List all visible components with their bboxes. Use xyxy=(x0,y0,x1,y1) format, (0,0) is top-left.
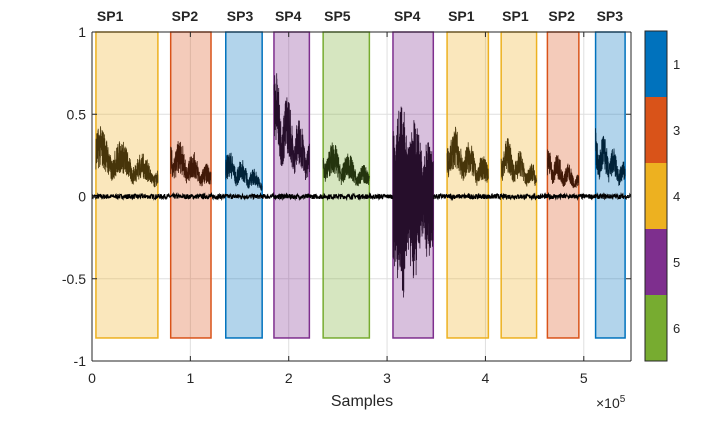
segment-label: SP2 xyxy=(172,8,199,24)
colorbar-band xyxy=(645,229,667,295)
y-tick-label: 0.5 xyxy=(67,106,87,122)
segment-label: SP3 xyxy=(597,8,624,24)
waveform-segment xyxy=(500,138,537,187)
waveform-segment xyxy=(446,126,489,186)
x-tick-label: 0 xyxy=(88,370,96,386)
waveform-baseline xyxy=(91,191,632,202)
x-axis-label: Samples xyxy=(331,393,393,410)
segment-box xyxy=(169,31,212,339)
waveform xyxy=(91,73,632,298)
colorbar-label: 3 xyxy=(673,123,680,138)
segment-label: SP1 xyxy=(502,8,529,24)
y-tick-label: 0 xyxy=(78,189,86,205)
axes xyxy=(91,31,632,362)
waveform-segment xyxy=(95,126,159,188)
colorbar-band xyxy=(645,295,667,361)
waveform-segment xyxy=(595,128,626,187)
segment-box xyxy=(225,31,263,339)
segment-label: SP4 xyxy=(394,8,421,24)
segment-label: SP1 xyxy=(448,8,475,24)
x-tick-label: 4 xyxy=(482,370,490,386)
colorbar-border xyxy=(644,30,668,362)
colorbar-band xyxy=(645,31,667,97)
segment-box xyxy=(594,31,626,339)
x-tick-label: 5 xyxy=(580,370,588,386)
colorbar-label: 6 xyxy=(673,321,680,336)
waveform-segment xyxy=(273,73,310,181)
y-tick-label: -0.5 xyxy=(62,271,86,287)
segment-label: SP5 xyxy=(324,8,351,24)
segment-box xyxy=(500,31,538,339)
waveform-segment xyxy=(170,141,212,187)
segment-label: SP3 xyxy=(227,8,254,24)
segment-label: SP4 xyxy=(275,8,302,24)
x-tick-label: 2 xyxy=(285,370,293,386)
segment-box xyxy=(95,31,159,339)
segment-box xyxy=(446,31,490,339)
x-tick-labels: 0 1 2 3 4 5 xyxy=(88,370,588,386)
y-tick-labels: 1 0.5 0 -0.5 -1 xyxy=(62,24,86,369)
segment-box xyxy=(273,31,311,339)
segment-box xyxy=(322,31,371,339)
y-tick-label: -1 xyxy=(74,353,87,369)
segment-label: SP1 xyxy=(97,8,124,24)
colorbar-label: 4 xyxy=(673,189,680,204)
segment-labels: SP1 SP2 SP3 SP4 SP5 SP4 SP1 SP1 SP2 SP3 xyxy=(97,8,623,24)
y-tick-label: 1 xyxy=(78,24,86,40)
x-tick-label: 3 xyxy=(383,370,391,386)
x-tick-label: 1 xyxy=(186,370,194,386)
waveform-segment xyxy=(547,149,580,189)
colorbar-label: 1 xyxy=(673,57,680,72)
waveform-segment xyxy=(322,142,370,187)
segment-label: SP2 xyxy=(548,8,575,24)
colorbar-label: 5 xyxy=(673,255,680,270)
colorbar: 1 3 4 5 6 xyxy=(644,30,680,362)
x-exponent-label: ×105 xyxy=(596,394,626,411)
waveform-segment xyxy=(392,106,434,298)
colorbar-band xyxy=(645,97,667,163)
colorbar-band xyxy=(645,163,667,229)
waveform-segment xyxy=(225,152,263,191)
segment-boxes xyxy=(95,31,626,339)
